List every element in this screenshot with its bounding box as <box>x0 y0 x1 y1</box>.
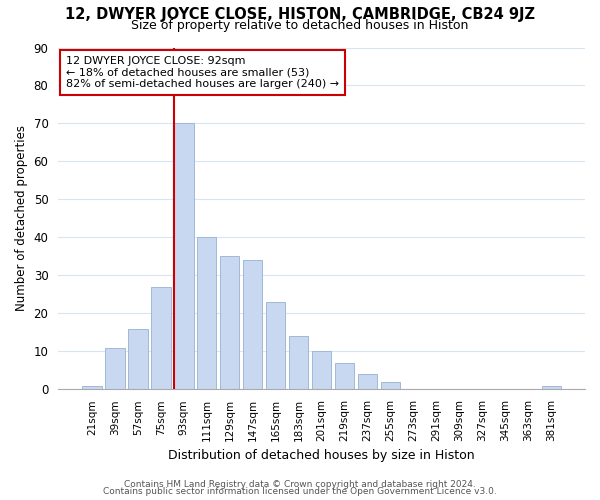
Bar <box>289 336 308 390</box>
Bar <box>243 260 262 390</box>
Bar <box>266 302 286 390</box>
Text: Contains HM Land Registry data © Crown copyright and database right 2024.: Contains HM Land Registry data © Crown c… <box>124 480 476 489</box>
Bar <box>542 386 561 390</box>
Bar <box>105 348 125 390</box>
Bar <box>151 287 170 390</box>
Bar <box>335 362 355 390</box>
Bar <box>128 328 148 390</box>
Bar <box>197 238 217 390</box>
Bar <box>220 256 239 390</box>
Bar <box>381 382 400 390</box>
Text: 12, DWYER JOYCE CLOSE, HISTON, CAMBRIDGE, CB24 9JZ: 12, DWYER JOYCE CLOSE, HISTON, CAMBRIDGE… <box>65 8 535 22</box>
Y-axis label: Number of detached properties: Number of detached properties <box>15 126 28 312</box>
Bar <box>312 352 331 390</box>
Text: Contains public sector information licensed under the Open Government Licence v3: Contains public sector information licen… <box>103 487 497 496</box>
Text: Size of property relative to detached houses in Histon: Size of property relative to detached ho… <box>131 19 469 32</box>
X-axis label: Distribution of detached houses by size in Histon: Distribution of detached houses by size … <box>168 450 475 462</box>
Bar <box>174 124 194 390</box>
Bar <box>358 374 377 390</box>
Bar <box>82 386 101 390</box>
Text: 12 DWYER JOYCE CLOSE: 92sqm
← 18% of detached houses are smaller (53)
82% of sem: 12 DWYER JOYCE CLOSE: 92sqm ← 18% of det… <box>66 56 339 89</box>
